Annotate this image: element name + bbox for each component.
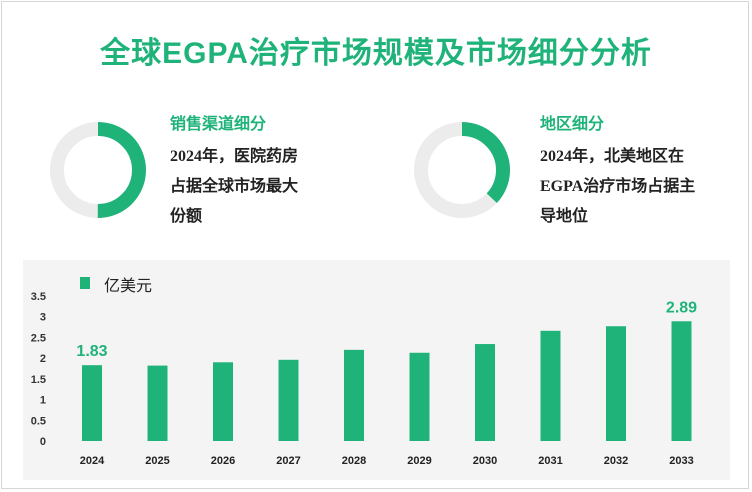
bar: [344, 349, 364, 441]
y-tick-label: 0: [40, 436, 46, 448]
x-tick-label: 2031: [538, 455, 562, 467]
panel-line: 份额: [170, 208, 203, 225]
panel-title-region: 地区细分: [540, 116, 605, 133]
bar: [278, 359, 299, 441]
data-label: 1.83: [76, 343, 107, 360]
panel-line: 2024年，医院药房: [170, 148, 299, 165]
y-tick-label: 2: [40, 353, 46, 365]
bar: [671, 321, 692, 441]
donut-segment: [50, 122, 146, 218]
bar: [147, 365, 168, 441]
legend-swatch: [80, 277, 90, 289]
x-tick-label: 2032: [604, 455, 628, 467]
x-tick-label: 2025: [145, 455, 169, 467]
bar: [409, 352, 430, 441]
panel-line: EGPA治疗市场占据主: [540, 178, 696, 195]
bar: [475, 344, 495, 441]
panel-text-region: 2024年，北美地区在 EGPA治疗市场占据主 导地位: [540, 142, 695, 232]
panel-text-channel: 2024年，医院药房 占据全球市场最大 份额: [170, 142, 298, 232]
legend-label: 亿美元: [104, 278, 153, 295]
y-tick-label: 1: [40, 395, 46, 407]
y-tick-label: 3.5: [31, 291, 46, 303]
bar: [540, 330, 561, 441]
bar: [213, 362, 233, 441]
panel-line: 导地位: [540, 208, 589, 225]
panel-line: 2024年，北美地区在: [540, 148, 685, 165]
x-tick-label: 2030: [473, 455, 497, 467]
y-tick-label: 3: [40, 312, 46, 324]
panel-line: 占据全球市场最大: [170, 178, 299, 195]
donut-segment: [414, 122, 510, 218]
x-tick-label: 2026: [211, 455, 235, 467]
x-tick-label: 2024: [80, 455, 105, 467]
bar: [82, 365, 102, 441]
y-tick-label: 0.5: [31, 415, 46, 427]
x-tick-label: 2029: [407, 455, 431, 467]
x-tick-label: 2027: [276, 455, 300, 467]
y-tick-label: 1.5: [31, 374, 46, 386]
region-donut: [414, 122, 510, 218]
x-tick-label: 2028: [342, 455, 366, 467]
channel-donut: [50, 122, 146, 218]
y-tick-label: 2.5: [31, 332, 46, 344]
panel-title-channel: 销售渠道细分: [170, 116, 267, 133]
x-tick-label: 2033: [669, 455, 693, 467]
page-title: 全球EGPA治疗市场规模及市场细分分析: [100, 37, 652, 70]
bar: [606, 326, 626, 441]
data-label: 2.89: [666, 299, 697, 316]
